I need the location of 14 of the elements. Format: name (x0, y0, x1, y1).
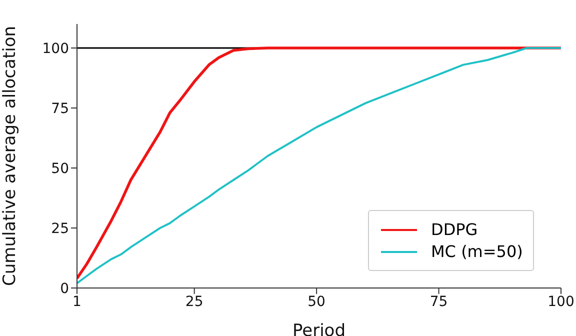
x-tick-label: 50 (308, 294, 326, 310)
y-tick-label: 100 (42, 40, 69, 57)
legend-label: MC (m=50) (431, 242, 523, 261)
y-tick-label: 25 (51, 220, 69, 237)
x-tick-label: 100 (548, 294, 574, 310)
y-tick-label: 75 (51, 100, 69, 117)
x-tick-label: 75 (430, 294, 448, 310)
y-axis-title: Cumulative average allocation (0, 26, 20, 286)
x-tick-label: 1 (72, 294, 82, 310)
legend-label: DDPG (431, 220, 478, 239)
x-tick-label: 25 (185, 294, 204, 310)
y-tick-label: 0 (60, 280, 69, 297)
y-tick-label: 50 (51, 160, 69, 177)
x-axis-title: Period (292, 321, 346, 336)
